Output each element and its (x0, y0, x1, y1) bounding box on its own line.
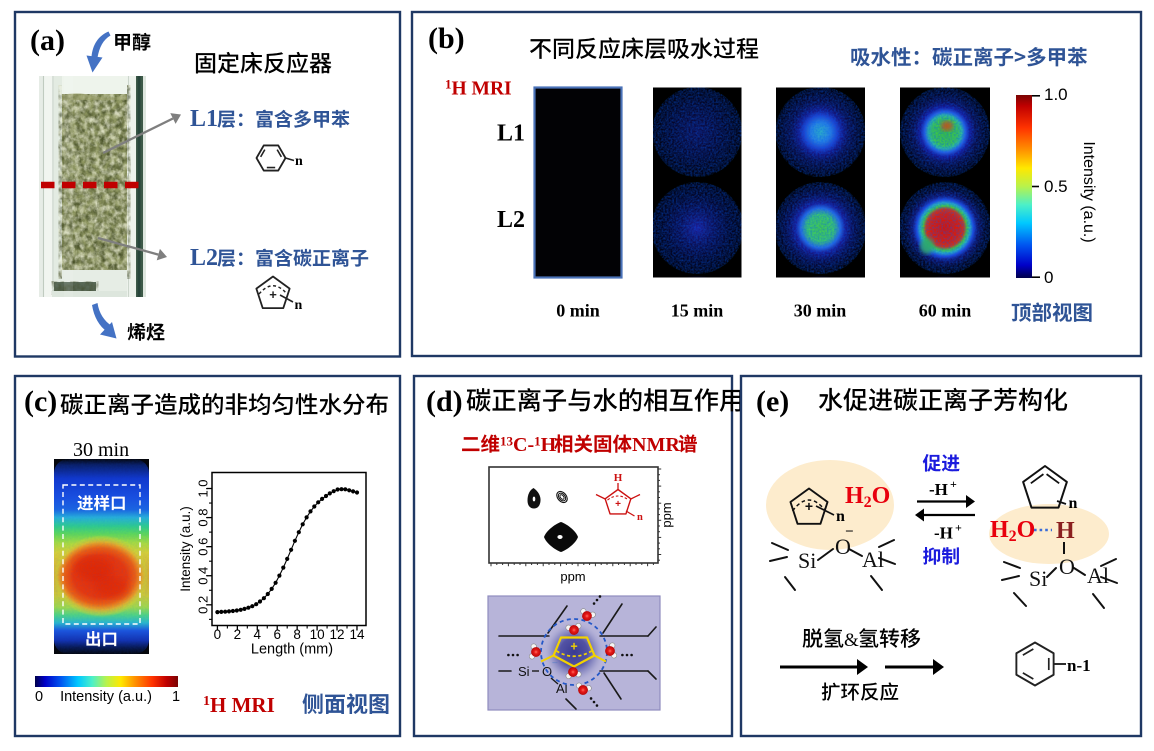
svg-text:Al: Al (862, 547, 884, 572)
svg-text:O: O (835, 534, 851, 559)
svg-text:60 min: 60 min (919, 301, 972, 321)
svg-text:0 min: 0 min (556, 301, 600, 321)
svg-text:1: 1 (172, 689, 180, 705)
svg-text:Si: Si (1029, 566, 1047, 591)
svg-text:Intensity (a.u.): Intensity (a.u.) (1080, 141, 1097, 242)
svg-text:0: 0 (214, 627, 222, 642)
svg-text:-H: -H (934, 524, 953, 543)
svg-text:L2: L2 (190, 245, 218, 271)
svg-text:ppm: ppm (560, 569, 585, 584)
svg-text:1.0: 1.0 (1044, 85, 1068, 104)
svg-text:n: n (637, 512, 643, 523)
svg-text:+: + (955, 521, 962, 535)
svg-text:n: n (1069, 495, 1078, 512)
svg-text:1H MRI: 1H MRI (203, 693, 275, 717)
svg-text:H: H (614, 472, 623, 484)
svg-text:0: 0 (35, 689, 43, 705)
svg-text:&: & (844, 630, 859, 651)
svg-text:Si: Si (518, 664, 530, 679)
svg-text:+: + (805, 498, 813, 514)
svg-text:(d): (d) (426, 385, 463, 418)
svg-text:1H MRI: 1H MRI (445, 77, 512, 100)
svg-text:O: O (1059, 554, 1075, 579)
svg-text:13C-1H: 13C-1H (500, 434, 557, 457)
svg-text:L1: L1 (497, 121, 525, 147)
svg-text:2: 2 (234, 627, 242, 642)
svg-text:8: 8 (293, 627, 301, 642)
svg-text:n: n (295, 154, 303, 169)
svg-text:−: − (845, 524, 854, 540)
svg-text:Al: Al (1087, 563, 1109, 588)
svg-text:H: H (1056, 518, 1075, 544)
svg-text:ppm: ppm (659, 502, 674, 527)
svg-text:30 min: 30 min (73, 439, 129, 461)
svg-text:0.6: 0.6 (196, 538, 211, 556)
svg-text:0.5: 0.5 (1044, 177, 1068, 196)
svg-text:NMR: NMR (632, 434, 680, 456)
svg-text:n-1: n-1 (1067, 656, 1091, 675)
svg-text:Length (mm): Length (mm) (251, 642, 333, 658)
svg-text:L1: L1 (190, 106, 218, 132)
svg-text:(b): (b) (428, 22, 465, 55)
svg-text:Si: Si (798, 548, 816, 573)
svg-text:1.0: 1.0 (196, 479, 211, 497)
svg-text:H2O: H2O (845, 483, 890, 511)
svg-text:Intensity (a.u.): Intensity (a.u.) (60, 689, 152, 705)
svg-text:-H: -H (929, 480, 948, 499)
svg-text:15 min: 15 min (671, 301, 724, 321)
svg-text:0.8: 0.8 (196, 509, 211, 527)
svg-text:+: + (615, 499, 621, 510)
svg-text:10: 10 (310, 627, 325, 642)
svg-text:0: 0 (1044, 268, 1053, 287)
svg-text:L2: L2 (497, 207, 525, 233)
svg-text:(e): (e) (756, 385, 789, 418)
svg-text:6: 6 (273, 627, 281, 642)
svg-text:Al: Al (556, 681, 568, 696)
svg-text:14: 14 (349, 627, 365, 642)
svg-text:12: 12 (330, 627, 345, 642)
svg-text:0.2: 0.2 (196, 596, 211, 614)
svg-text:n: n (295, 298, 303, 313)
svg-text:(c): (c) (24, 385, 57, 418)
svg-text:+: + (950, 477, 957, 491)
svg-text:+: + (269, 287, 277, 302)
svg-text:0.4: 0.4 (196, 567, 211, 585)
svg-text:4: 4 (254, 627, 262, 642)
svg-text:+: + (570, 640, 577, 654)
svg-text:Intensity (a.u.): Intensity (a.u.) (178, 506, 193, 592)
svg-text:30 min: 30 min (794, 301, 847, 321)
svg-text:n: n (836, 508, 845, 525)
svg-text:(a): (a) (30, 24, 65, 57)
